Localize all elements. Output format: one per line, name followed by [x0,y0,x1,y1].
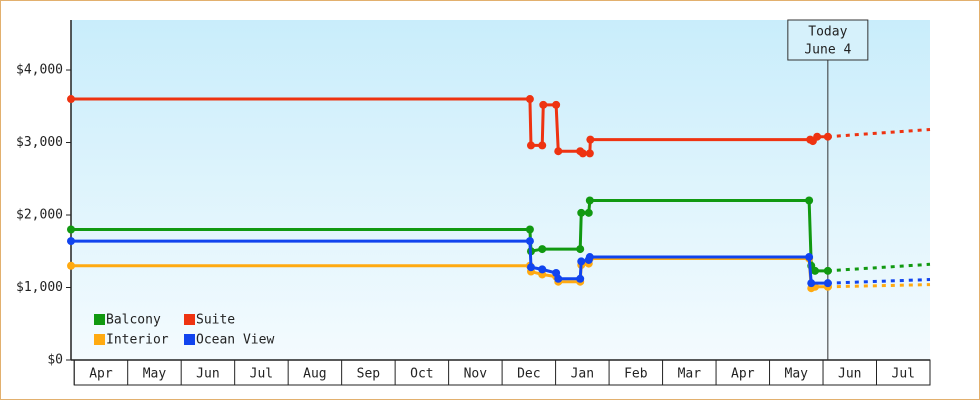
legend-swatch [94,314,105,325]
x-tick-label: Mar [678,367,702,382]
point [577,208,586,217]
point [538,245,547,254]
legend-label: Balcony [106,313,161,328]
x-tick-label: Sep [357,367,381,382]
today-label: Today [808,25,847,40]
point [578,149,587,158]
point [585,149,594,158]
x-tick-label: Oct [410,367,433,382]
x-tick-label: May [785,367,809,382]
point [585,196,594,205]
point [811,266,820,275]
x-tick-label: Jun [838,367,861,382]
point [823,279,832,288]
point [525,225,534,234]
legend-label: Suite [196,313,235,328]
x-tick-label: Feb [624,367,648,382]
point [577,257,586,266]
point [584,208,593,217]
point [823,132,832,141]
y-tick-label: $4,000 [16,63,63,78]
point [67,261,75,270]
legend-swatch [184,334,195,345]
point [538,265,547,274]
legend-swatch [94,334,105,345]
point [576,245,585,254]
point [525,95,534,104]
point [554,274,563,283]
x-tick-label: Jul [250,367,273,382]
x-tick-label: Aug [303,367,326,382]
point [585,253,594,262]
x-tick-label: Jul [892,367,915,382]
today-box [787,19,869,61]
x-tick-label: Apr [89,367,113,382]
plot-area [71,20,930,360]
point [539,100,548,109]
point [67,225,75,234]
point [554,147,563,156]
y-tick-label: $0 [47,353,63,368]
point [525,237,534,246]
x-tick-label: Jun [196,367,219,382]
x-tick-label: Jan [571,367,594,382]
legend-swatch [184,314,195,325]
point [67,95,75,104]
point [823,266,832,275]
point [813,132,822,141]
point [526,141,535,150]
x-tick-label: May [143,367,167,382]
point [586,135,595,144]
point [805,196,814,205]
point [526,263,535,272]
legend-label: Interior [106,333,169,348]
point [552,100,561,109]
y-tick-label: $1,000 [16,280,63,295]
x-tick-label: Nov [464,367,488,382]
x-tick-label: Dec [517,367,540,382]
today-label: June 4 [804,43,851,58]
point [67,237,75,246]
x-tick-label: Apr [731,367,755,382]
point [805,253,814,262]
point [807,279,816,288]
y-tick-label: $2,000 [16,208,63,223]
point [538,141,547,150]
legend-label: Ocean View [196,333,274,348]
y-tick-label: $3,000 [16,135,63,150]
point [576,274,585,283]
